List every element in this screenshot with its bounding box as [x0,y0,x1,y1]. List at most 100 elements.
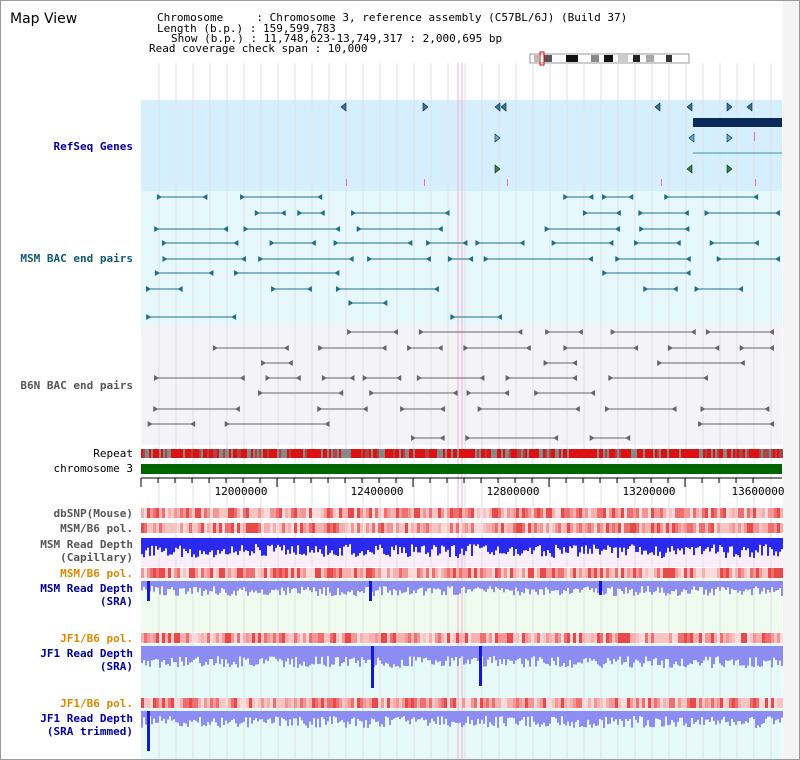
msm-pol-strip [207,523,210,533]
msm-capillary-depth-bar [373,538,375,555]
msm-pol-strip [540,523,543,533]
repeat-segment [561,449,563,458]
b6n-bac-pair-end [553,435,559,441]
repeat-segment [167,449,169,458]
jf1-pol2-strip [696,698,699,708]
jf1-trimmed-depth-bar [157,711,159,723]
msm-capillary-depth-bar [273,538,275,552]
jf1-sra-depth-bar [703,646,705,661]
msm-pol-strip [594,523,597,533]
msm-bac-pair-end [334,226,340,232]
msm-bac-pair-end [544,226,550,232]
msm-capillary-depth-bar [573,538,575,546]
msm-sra-depth-bar [605,581,607,594]
msm-pol2-strip [582,568,585,578]
jf1-trimmed-depth-bar [385,711,387,717]
msm-pol-strip [450,523,453,533]
jf1-sra-depth-bar [337,646,339,658]
jf1-pol2-strip [177,698,180,708]
msm-pol-strip [417,523,420,533]
msm-pol-strip [423,523,426,533]
jf1-trimmed-depth-bar [323,711,325,719]
jf1-sra-depth-bar [273,646,275,657]
ideogram-band [604,55,613,62]
msm-capillary-depth-bar [501,538,503,554]
jf1-pol-strip [315,633,318,643]
repeat-segment [449,449,451,458]
jf1-pol-strip [321,633,324,643]
repeat-segment [349,449,351,458]
jf1-pol2-strip [402,698,405,708]
msm-sra-depth-bar [721,581,723,587]
msm-capillary-depth-bar [393,538,395,551]
jf1-sra-depth-bar [163,646,165,661]
jf1-sra-depth-bar [185,646,187,658]
msm-pol2-strip [651,568,654,578]
msm-pol-strip [213,523,216,533]
jf1-pol2-strip [282,698,285,708]
jf1-trimmed-depth-bar [623,711,625,727]
repeat-segment [341,449,343,458]
repeat-segment [665,449,667,458]
msm-sra-depth-bar [503,581,505,593]
repeat-segment [187,449,189,458]
repeat-segment [781,449,783,458]
jf1-sra-depth-bar [255,646,257,665]
jf1-sra-depth-bar [691,646,693,664]
msm-pol-strip [609,523,612,533]
msm-sra-depth-bar [173,581,175,591]
msm-pol2-strip [756,568,759,578]
jf1-pol2-strip [348,698,351,708]
jf1-trimmed-depth-bar [275,711,277,717]
jf1-sra-depth-bar [451,646,453,658]
msm-pol2-strip [267,568,270,578]
jf1-pol2-strip [231,698,234,708]
msm-capillary-depth-bar [193,538,195,555]
jf1-pol2-strip [714,698,717,708]
msm-capillary-depth-bar [367,538,369,550]
msm-pol-strip [501,523,504,533]
jf1-sra-depth-bar [629,646,631,667]
jf1-pol-strip [261,633,264,643]
jf1-pol-strip [333,633,336,643]
jf1-trimmed-depth-bar [581,711,583,727]
jf1-sra-depth-bar [423,646,425,659]
jf1-pol2-strip [243,698,246,708]
msm-pol-strip [747,523,750,533]
jf1-pol-strip [402,633,405,643]
msm-sra-depth-bar [695,581,697,591]
msm-capillary-depth-bar [251,538,253,552]
jf1-sra-depth-bar [287,646,289,659]
jf1-pol-strip [768,633,771,643]
msm-capillary-depth-bar [229,538,231,554]
jf1-sra-depth-bar [567,646,569,667]
msm-pol-strip [687,523,690,533]
msm-sra-depth-bar [197,581,199,593]
jf1-pol-strip [585,633,588,643]
msm-bac-pair-end [582,210,588,216]
msm-sra-depth-bar [485,581,487,592]
msm-sra-depth-bar [603,581,605,595]
jf1-trimmed-depth-bar [211,711,213,722]
repeat-segment [235,449,237,458]
dbsnp-strip [648,508,651,518]
repeat-segment [383,449,385,458]
msm-sra-depth-bar [775,581,777,591]
dbsnp-strip [210,508,213,518]
msm-sra-depth-bar [211,581,213,592]
repeat-segment [215,449,217,458]
jf1-trimmed-depth-bar [255,711,257,719]
msm-capillary-depth-bar [255,538,257,545]
msm-pol-strip [660,523,663,533]
msm-pol2-strip [300,568,303,578]
msm-capillary-depth-bar [551,538,553,557]
msm-pol2-strip [261,568,264,578]
jf1-pol2-strip [642,698,645,708]
track-label-b6n-bac: B6N BAC end pairs [20,379,133,392]
dbsnp-strip [717,508,720,518]
msm-sra-depth-bar [443,581,445,592]
msm-sra-depth-bar [711,581,713,589]
repeat-segment [777,449,779,458]
jf1-pol-strip [372,633,375,643]
